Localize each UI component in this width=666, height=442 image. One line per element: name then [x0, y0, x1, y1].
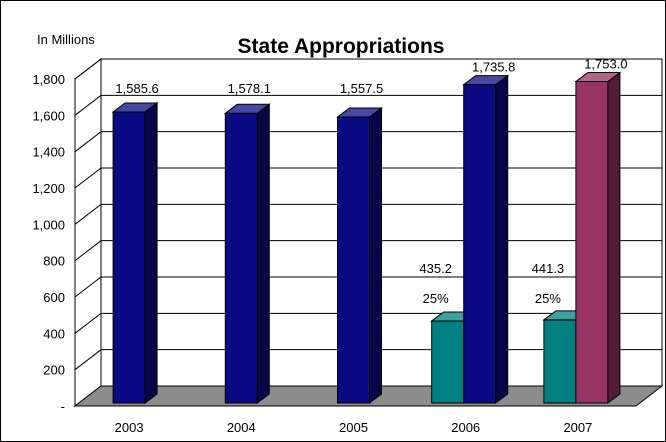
bar-side: [256, 103, 270, 404]
bar-top: [574, 72, 622, 83]
x-tick-label: 2004: [227, 420, 256, 435]
bar-2003-0: [111, 101, 159, 404]
bar-2005-0: [336, 107, 383, 404]
bar-front: [337, 116, 370, 404]
bar-2006-1: [462, 74, 510, 404]
data-label: 1,585.6: [115, 81, 158, 96]
bar-front: [224, 112, 258, 404]
x-tick-label: 2007: [563, 420, 592, 435]
y-tick-label: 600: [43, 290, 65, 305]
bar-top: [336, 107, 383, 118]
y-tick-label: 1,400: [32, 145, 65, 160]
percent-label: 25%: [535, 291, 561, 306]
bar-top: [223, 103, 271, 114]
y-tick-label: 800: [43, 254, 65, 269]
side-wall: [74, 57, 102, 408]
data-label: 435.2: [419, 261, 452, 276]
gridline: [74, 58, 662, 80]
bar-top: [111, 102, 159, 113]
chart-title: State Appropriations: [238, 35, 445, 58]
percent-label: 25%: [423, 291, 449, 306]
bar-side: [369, 107, 382, 404]
bar-front: [543, 319, 577, 404]
y-tick-label: -: [61, 399, 65, 414]
bar-front: [112, 111, 146, 404]
y-tick-label: 200: [43, 363, 65, 378]
bar-2004-0: [223, 103, 271, 404]
y-tick-label: 1,800: [32, 72, 65, 87]
bar-front: [575, 81, 609, 404]
bar-side: [607, 71, 621, 404]
bar-top: [462, 75, 510, 86]
data-label: 1,735.8: [472, 60, 515, 75]
x-tick-label: 2006: [451, 420, 480, 435]
y-tick-label: 1,000: [32, 217, 65, 232]
data-label: 441.3: [532, 261, 565, 276]
data-label: 1,557.5: [340, 81, 383, 96]
bar-side: [495, 74, 509, 404]
bar-side: [144, 101, 158, 404]
x-tick-label: 2003: [115, 420, 144, 435]
y-tick-label: 1,600: [32, 108, 65, 123]
y-tick-label: 400: [43, 326, 65, 341]
bar-front: [431, 320, 465, 404]
x-tick-label: 2005: [339, 420, 368, 435]
y-axis-label: In Millions: [37, 32, 95, 47]
data-label: 1,753.0: [584, 57, 627, 72]
y-tick-label: 1,200: [32, 181, 65, 196]
bar-front: [463, 84, 497, 404]
bar-2007-1: [574, 71, 622, 404]
data-label: 1,578.1: [228, 81, 271, 96]
